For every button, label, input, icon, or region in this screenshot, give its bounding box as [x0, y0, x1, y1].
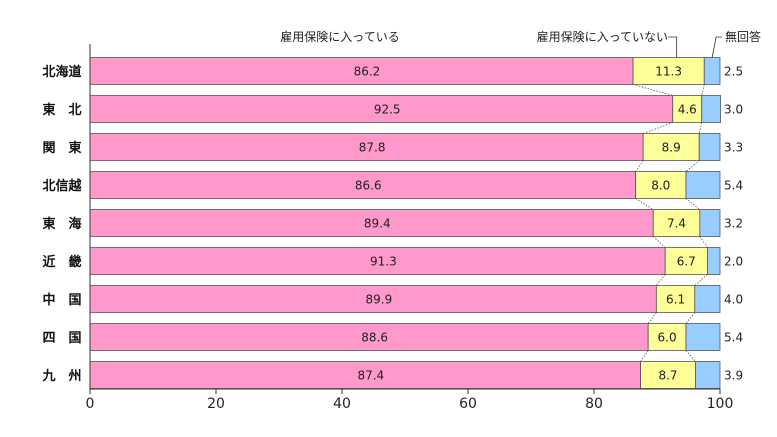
bar-segment-8-2 — [695, 361, 721, 389]
value-label-7-0: 88.6 — [361, 331, 388, 345]
value-label-3-1: 8.0 — [651, 179, 670, 193]
value-label-5-1: 6.7 — [677, 255, 696, 269]
connector-2-0 — [635, 160, 644, 172]
legend-label-0: 雇用保険に入っている — [280, 29, 399, 44]
connector-6-1 — [685, 312, 696, 324]
x-tick-label-0: 0 — [86, 396, 95, 412]
value-label-1-0: 92.5 — [374, 103, 401, 117]
x-tick-label-3: 60 — [459, 396, 477, 412]
x-tick-label-2: 40 — [333, 396, 351, 412]
value-label-7-1: 6.0 — [658, 331, 677, 345]
connector-7-1 — [685, 350, 696, 362]
value-label-2-0: 87.8 — [359, 141, 386, 155]
value-label-8-0: 87.4 — [357, 369, 384, 383]
bar-segment-0-2 — [703, 57, 721, 85]
category-label-7: 四 国 — [42, 331, 81, 346]
category-label-8: 九 州 — [41, 369, 81, 384]
connector-1-1 — [698, 122, 703, 134]
connector-4-0 — [652, 236, 666, 248]
value-label-1-1: 4.6 — [678, 103, 697, 117]
value-label-0-0: 86.2 — [354, 65, 381, 79]
category-label-3: 北信越 — [42, 178, 82, 194]
connector-5-1 — [694, 274, 708, 286]
value-label-2-1: 8.9 — [662, 141, 681, 155]
x-tick-label-5: 100 — [707, 396, 734, 412]
value-label-6-1: 6.1 — [666, 293, 685, 307]
connector-3-1 — [685, 198, 701, 210]
connector-4-1 — [699, 236, 708, 248]
bar-segment-8-1 — [640, 361, 696, 389]
category-label-1: 東 北 — [42, 102, 81, 118]
bar-segment-5-0 — [89, 247, 666, 275]
value-label-5-2: 2.0 — [724, 255, 743, 269]
bar-segment-7-2 — [685, 323, 721, 351]
x-tick-label-4: 80 — [585, 396, 603, 412]
bar-segment-7-0 — [89, 323, 649, 351]
bar-segment-3-0 — [89, 171, 636, 199]
connector-0-0 — [632, 84, 673, 96]
value-label-4-0: 89.4 — [364, 217, 391, 231]
value-label-4-1: 7.4 — [667, 217, 686, 231]
value-label-5-0: 91.3 — [370, 255, 397, 269]
bar-segment-3-2 — [685, 171, 721, 199]
value-label-4-2: 3.2 — [724, 217, 743, 231]
value-label-7-2: 5.4 — [724, 331, 743, 345]
category-label-6: 中 国 — [42, 292, 81, 308]
bars-group — [89, 57, 722, 389]
bar-segment-1-2 — [701, 95, 722, 123]
legend-group: 雇用保険に入っている 雇用保険に入っていない 無回答 — [280, 29, 761, 58]
bar-segment-8-0 — [89, 361, 642, 389]
value-label-6-0: 89.9 — [365, 293, 392, 307]
bar-segment-7-1 — [647, 323, 687, 351]
x-tick-label-1: 20 — [207, 396, 225, 412]
connector-lines — [632, 84, 708, 362]
legend-leader-2 — [711, 36, 722, 58]
category-label-0: 北海道 — [42, 64, 81, 80]
connector-5-0 — [656, 274, 666, 286]
bar-segment-4-0 — [89, 209, 654, 237]
value-label-1-2: 3.0 — [724, 103, 743, 117]
value-labels-group: 86.2 11.3 2.5 92.5 4.6 3.0 87.8 8.9 3.3 86.6 8.0 5.… — [354, 65, 743, 383]
legend-label-2: 無回答 — [725, 29, 761, 44]
value-label-3-2: 5.4 — [724, 179, 743, 193]
value-label-3-0: 86.6 — [355, 179, 382, 193]
bar-segment-0-1 — [632, 57, 705, 85]
value-label-8-1: 8.7 — [658, 369, 677, 383]
x-axis: 0 20 40 60 80 100 — [86, 44, 734, 412]
connector-7-0 — [640, 350, 649, 362]
connector-1-0 — [643, 122, 673, 134]
category-label-2: 関 東 — [42, 140, 81, 156]
value-label-6-2: 4.0 — [724, 293, 743, 307]
legend-leader-1 — [668, 36, 678, 58]
value-label-0-1: 11.3 — [655, 65, 682, 79]
bar-segment-6-2 — [694, 285, 721, 313]
legend-label-1: 雇用保険に入っていない — [537, 29, 668, 44]
bar-segment-1-0 — [89, 95, 674, 123]
bar-segment-0-0 — [89, 57, 634, 85]
value-label-8-2: 3.9 — [724, 369, 743, 383]
category-label-5: 近 畿 — [42, 254, 81, 270]
connector-6-0 — [647, 312, 657, 324]
category-label-4: 東 海 — [42, 216, 81, 232]
value-label-2-2: 3.3 — [724, 141, 743, 155]
bar-segment-2-2 — [698, 133, 721, 161]
connector-0-1 — [701, 84, 705, 96]
bar-segment-2-0 — [89, 133, 644, 161]
connector-2-1 — [685, 160, 700, 172]
bar-segment-5-2 — [707, 247, 721, 275]
connector-3-0 — [635, 198, 654, 210]
bar-segment-4-2 — [699, 209, 721, 237]
value-label-0-2: 2.5 — [724, 65, 743, 79]
